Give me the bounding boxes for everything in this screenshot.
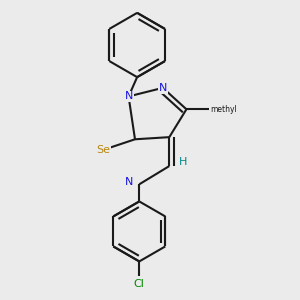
- Text: N: N: [124, 177, 133, 187]
- Text: H: H: [179, 157, 188, 167]
- Text: methyl: methyl: [210, 105, 237, 114]
- Text: N: N: [159, 83, 167, 93]
- Text: N: N: [124, 92, 133, 101]
- Text: Cl: Cl: [134, 279, 145, 289]
- Text: Se: Se: [96, 145, 110, 155]
